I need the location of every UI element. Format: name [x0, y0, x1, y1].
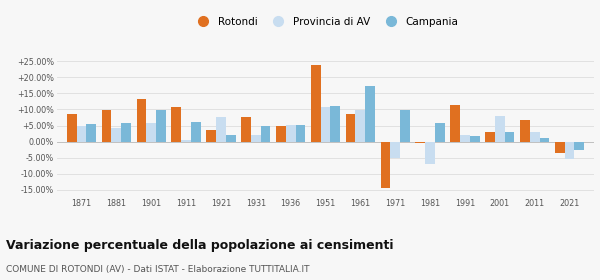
- Bar: [311, 65, 320, 141]
- Bar: [260, 125, 271, 141]
- Text: COMUNE DI ROTONDI (AV) - Dati ISTAT - Elaborazione TUTTITALIA.IT: COMUNE DI ROTONDI (AV) - Dati ISTAT - El…: [6, 265, 310, 274]
- Bar: [286, 125, 296, 141]
- Text: Variazione percentuale della popolazione ai censimenti: Variazione percentuale della popolazione…: [6, 239, 394, 252]
- Bar: [276, 127, 286, 141]
- Bar: [121, 123, 131, 141]
- Bar: [485, 132, 495, 141]
- Bar: [181, 140, 191, 141]
- Bar: [451, 105, 460, 141]
- Bar: [574, 141, 584, 150]
- Bar: [539, 138, 550, 141]
- Bar: [530, 132, 539, 141]
- Bar: [191, 122, 200, 141]
- Bar: [296, 125, 305, 141]
- Bar: [346, 114, 355, 141]
- Bar: [77, 125, 86, 141]
- Bar: [101, 110, 112, 141]
- Bar: [365, 87, 375, 141]
- Bar: [331, 106, 340, 141]
- Bar: [425, 141, 435, 164]
- Bar: [156, 110, 166, 141]
- Bar: [400, 110, 410, 141]
- Bar: [505, 132, 514, 141]
- Bar: [137, 99, 146, 141]
- Bar: [241, 116, 251, 141]
- Bar: [226, 135, 236, 141]
- Bar: [380, 141, 391, 188]
- Bar: [435, 123, 445, 141]
- Bar: [520, 120, 530, 141]
- Bar: [172, 107, 181, 141]
- Bar: [320, 107, 331, 141]
- Bar: [565, 141, 574, 159]
- Bar: [86, 124, 96, 141]
- Legend: Rotondi, Provincia di AV, Campania: Rotondi, Provincia di AV, Campania: [193, 17, 458, 27]
- Bar: [495, 116, 505, 141]
- Bar: [415, 141, 425, 143]
- Bar: [67, 114, 77, 141]
- Bar: [355, 110, 365, 141]
- Bar: [146, 123, 156, 141]
- Bar: [206, 130, 216, 141]
- Bar: [470, 136, 479, 141]
- Bar: [112, 128, 121, 141]
- Bar: [251, 135, 260, 141]
- Bar: [216, 118, 226, 141]
- Bar: [460, 135, 470, 141]
- Bar: [391, 141, 400, 158]
- Bar: [555, 141, 565, 153]
